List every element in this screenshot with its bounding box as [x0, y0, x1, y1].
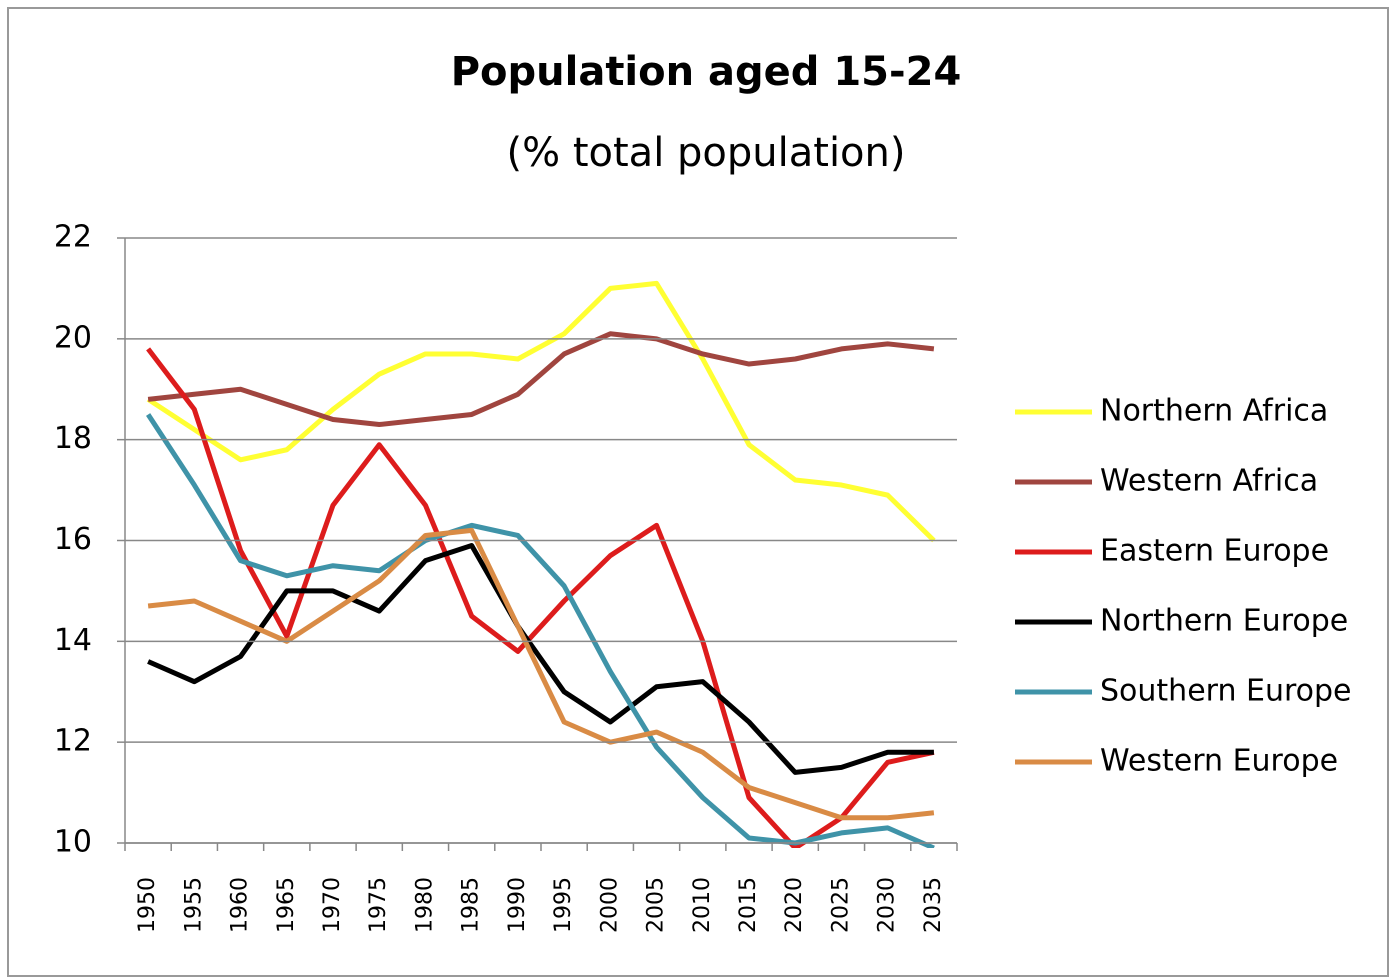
x-tick-label: 2035: [921, 877, 946, 933]
x-tick-label: 2030: [875, 877, 900, 933]
y-tick-label: 12: [54, 724, 92, 759]
x-tick-label: 1975: [366, 877, 391, 933]
x-tick-label: 2025: [828, 877, 853, 933]
x-tick-label: 1965: [274, 877, 299, 933]
x-tick-label: 2005: [644, 877, 669, 933]
legend-label: Western Europe: [1100, 744, 1338, 779]
chart-title: Population aged 15-24: [451, 49, 962, 95]
y-tick-label: 16: [54, 522, 92, 557]
x-tick-label: 1950: [135, 877, 160, 933]
legend-label: Southern Europe: [1100, 674, 1352, 709]
y-tick-label: 10: [54, 825, 92, 860]
x-tick-label: 1990: [505, 877, 530, 933]
plot-area: [146, 280, 936, 848]
series-line: [147, 543, 934, 775]
x-tick-label: 2020: [782, 877, 807, 933]
chart-subtitle: (% total population): [507, 130, 906, 176]
x-tick-label: 1970: [320, 877, 345, 933]
x-tick-label: 1955: [181, 877, 206, 933]
legend-label: Eastern Europe: [1100, 534, 1329, 569]
series-line: [147, 331, 935, 428]
series-line: [146, 413, 935, 848]
y-tick-label: 22: [54, 220, 92, 255]
x-tick-label: 2010: [690, 877, 715, 933]
legend-label: Northern Europe: [1100, 604, 1348, 639]
series-line: [147, 527, 935, 821]
series-line: [146, 280, 936, 543]
x-tick-label: 2015: [736, 877, 761, 933]
x-tick-label: 1980: [412, 877, 437, 933]
y-tick-label: 20: [54, 320, 92, 355]
chart-border: [7, 7, 1389, 977]
legend-label: Northern Africa: [1100, 394, 1328, 429]
y-tick-label: 18: [54, 421, 92, 456]
y-tick-label: 14: [54, 623, 92, 658]
legend-label: Western Africa: [1100, 464, 1318, 499]
x-tick-label: 1960: [228, 877, 253, 933]
x-tick-label: 1985: [459, 877, 484, 933]
x-tick-label: 2000: [597, 877, 622, 933]
x-tick-label: 1995: [551, 877, 576, 933]
